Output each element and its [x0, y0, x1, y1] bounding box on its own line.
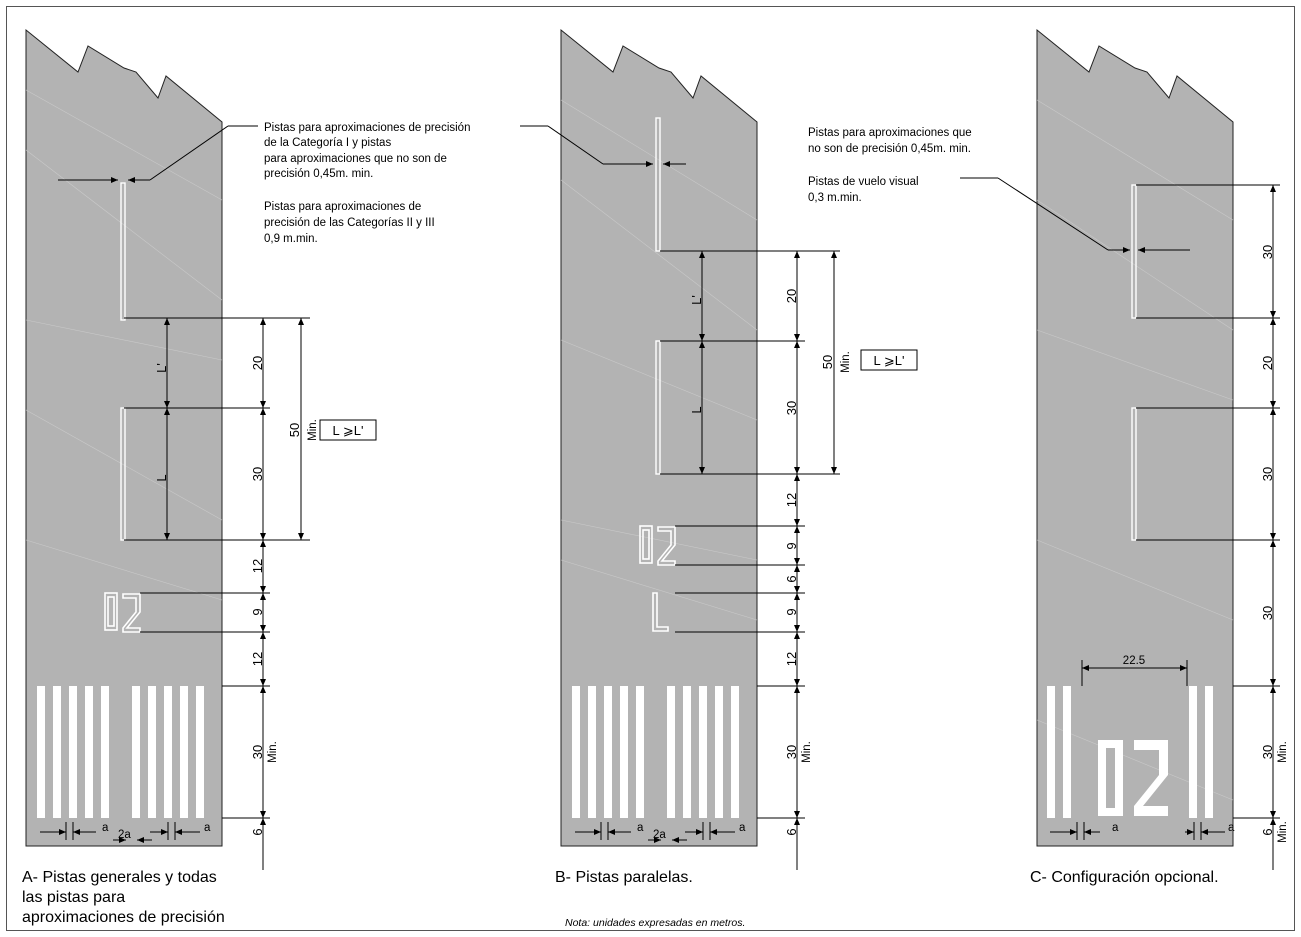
- note-c1-l2: no son de precisión 0,45m. min.: [808, 143, 971, 155]
- caption-b: B- Pistas paralelas.: [555, 869, 693, 886]
- label-c-a1: a: [1112, 822, 1119, 834]
- threshold-bars-a: [37, 686, 204, 818]
- dim-a-min: Min.: [307, 419, 319, 441]
- dim-b-6: 6: [784, 575, 799, 582]
- label-c-a2: a: [1228, 822, 1235, 834]
- dim-a-12b: 12: [250, 652, 265, 666]
- footer-note: Nota: unidades expresadas en metros.: [565, 917, 745, 929]
- drawing-frame: [6, 6, 1295, 931]
- note-c2-l2: 0,3 m.min.: [808, 192, 862, 204]
- dim-b-30: 30: [784, 401, 799, 415]
- dim-a-12: 12: [250, 559, 265, 573]
- note-c2-l1: Pistas de vuelo visual: [808, 176, 919, 188]
- threshold-bars-c: [1047, 686, 1213, 818]
- note-a2-l3: 0,9 m.min.: [264, 233, 318, 245]
- dim-a-30: 30: [250, 467, 265, 481]
- dim-a-6: 6: [250, 828, 265, 835]
- dim-b-9b: 9: [784, 608, 799, 615]
- ratio-box-a: [319, 419, 377, 441]
- dim-c-30b: 30: [1260, 467, 1275, 481]
- label-b-a1: a: [637, 822, 644, 834]
- dim-c-30: 30: [1260, 245, 1275, 259]
- threshold-bars-b: [572, 686, 739, 818]
- dim-b-9: 9: [784, 542, 799, 549]
- note-a2-l2: precisión de las Categorías II y III: [264, 217, 435, 229]
- caption-a-l2: las pistas para: [22, 889, 125, 906]
- label-a-Lp: L': [154, 363, 169, 373]
- panel-c: Pistas para aproximaciones que no son de…: [808, 28, 1289, 886]
- centerline-stripe-c2: [1131, 407, 1137, 541]
- caption-a-l1: A- Pistas generales y todas: [22, 869, 217, 886]
- panel-a: Pistas para aproximaciones de precisión …: [22, 28, 470, 926]
- dim-a-50: 50: [287, 423, 302, 437]
- runway-a: [25, 28, 223, 847]
- note-a1-l1: Pistas para aproximaciones de precisión: [264, 122, 470, 134]
- label-b-2a: 2a: [653, 829, 666, 841]
- note-a1-l2: de la Categoría I y pistas: [264, 137, 391, 149]
- runway-number-b: [639, 525, 676, 566]
- dim-b-min-2: Min.: [801, 741, 813, 763]
- runway-c: [1036, 28, 1234, 847]
- label-a-L: L: [154, 474, 169, 481]
- dim-b-50: 50: [820, 355, 835, 369]
- centerline-stripe-2: [120, 407, 126, 541]
- dim-b-12: 12: [784, 493, 799, 507]
- dim-b-6b: 6: [784, 828, 799, 835]
- ratio-a: L ⩾L': [333, 423, 364, 438]
- dim-b-min: Min.: [840, 351, 852, 373]
- label-b-Lp: L': [689, 295, 704, 305]
- dim-a-min-2: Min.: [267, 741, 279, 763]
- caption-c: C- Configuración opcional.: [1030, 869, 1219, 886]
- panel-b: 20 30 12 9 6 9 12 30 6 50 Min. Min. L ⩾L…: [520, 28, 918, 886]
- note-a2-l1: Pistas para aproximaciones de: [264, 201, 421, 213]
- centerline-stripe-1: [120, 182, 126, 321]
- label-b-L: L: [689, 406, 704, 413]
- dim-c-20: 20: [1260, 356, 1275, 370]
- centerline-stripe-c1: [1131, 184, 1137, 319]
- dim-a-9: 9: [250, 608, 265, 615]
- dim-b-20: 20: [784, 289, 799, 303]
- caption-a-l3: aproximaciones de precisión: [22, 909, 225, 926]
- dim-c-min: Min.: [1277, 741, 1289, 763]
- runway-b: [560, 28, 758, 847]
- label-a-2a: 2a: [118, 829, 131, 841]
- dim-c-30c: 30: [1260, 606, 1275, 620]
- runway-number-c: [1098, 740, 1168, 816]
- dim-b-12b: 12: [784, 652, 799, 666]
- note-a1-l3: para aproximaciones que no son de: [264, 153, 447, 165]
- note-a1-l4: precisión 0,45m. min.: [264, 168, 373, 180]
- note-c1-l1: Pistas para aproximaciones que: [808, 127, 972, 139]
- dim-c-30d: 30: [1260, 745, 1275, 759]
- width-c: 22.5: [1123, 655, 1145, 667]
- label-a-a2: a: [204, 822, 211, 834]
- dim-c-min-2: Min.: [1277, 821, 1289, 843]
- runway-letter-b: [652, 592, 669, 632]
- centerline-stripe-b1: [655, 117, 661, 252]
- dim-a-30b: 30: [250, 745, 265, 759]
- centerline-stripe-b2: [655, 340, 661, 475]
- ratio-box-b: [860, 349, 918, 371]
- dim-a-20: 20: [250, 356, 265, 370]
- runway-number-a: [104, 592, 141, 633]
- label-b-a2: a: [739, 822, 746, 834]
- dim-c-6: 6: [1260, 828, 1275, 835]
- label-a-a1: a: [102, 822, 109, 834]
- ratio-b: L ⩾L': [874, 353, 905, 368]
- dim-b-30b: 30: [784, 745, 799, 759]
